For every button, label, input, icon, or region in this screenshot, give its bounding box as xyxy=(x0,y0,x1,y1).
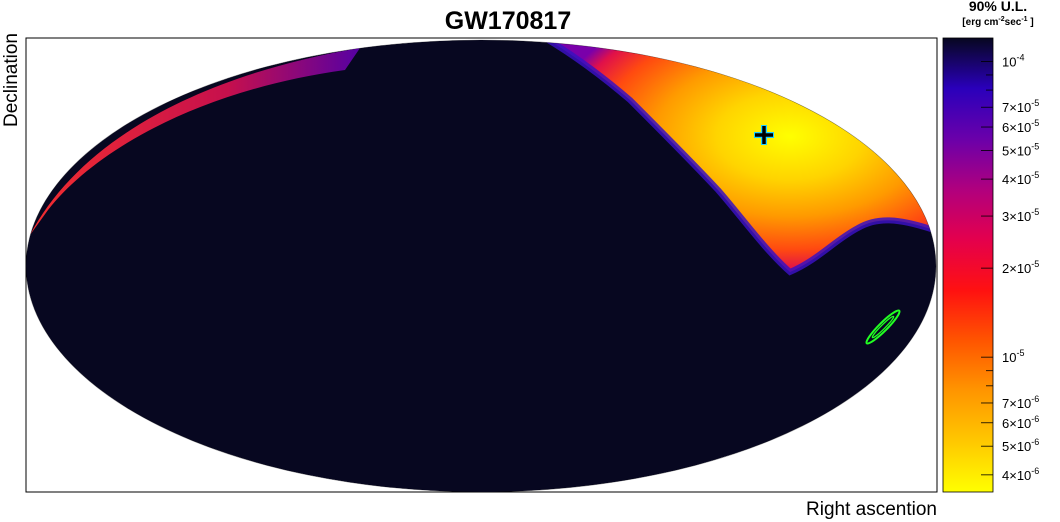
colorbar: 90% U.L. [erg cm-2sec-1 ] 10-4 7×10-5 6×10… xyxy=(942,0,1039,493)
colorbar-unit-mid: sec xyxy=(1005,17,1022,28)
colorbar-unit-text: [erg cm xyxy=(962,17,998,28)
source-position-cross xyxy=(754,125,774,145)
colorbar-ticks: 10-4 7×10-5 6×10-5 5×10-5 4×10-5 3×10-5 2×10-5… xyxy=(981,52,1039,483)
rim-band-upper-left xyxy=(30,48,360,235)
colorbar-tick-label: 6×10-5 xyxy=(1002,118,1039,135)
gw-localization-contour xyxy=(865,309,901,345)
colorbar-unit-exp2: -1 xyxy=(1021,16,1027,23)
colorbar-tick-label: 7×10-6 xyxy=(1002,394,1039,411)
colorbar-gradient xyxy=(942,37,994,493)
colorbar-tick-label: 7×10-5 xyxy=(1002,98,1039,115)
colorbar-tick-label: 5×10-6 xyxy=(1002,437,1039,454)
colorbar-unit: [erg cm-2sec-1 ] xyxy=(962,16,1033,28)
colorbar-tick-label: 4×10-5 xyxy=(1002,170,1039,187)
hot-region-edge xyxy=(543,40,936,276)
y-axis-label: Declination xyxy=(1,33,22,127)
colorbar-unit-end: ] xyxy=(1028,17,1034,28)
sky-map-outline xyxy=(25,39,937,493)
colorbar-tick-label: 2×10-5 xyxy=(1002,259,1039,276)
colorbar-tick-label: 5×10-5 xyxy=(1002,141,1039,158)
colorbar-tick-label: 10-5 xyxy=(1002,348,1024,365)
colorbar-tick-label: 4×10-6 xyxy=(1002,466,1039,483)
colorbar-tick-label: 3×10-5 xyxy=(1002,207,1039,224)
colorbar-tick-label: 6×10-6 xyxy=(1002,414,1039,431)
colorbar-unit-exp1: -2 xyxy=(998,16,1004,23)
chart-title: GW170817 xyxy=(445,7,571,35)
colorbar-tick-label: 10-4 xyxy=(1002,52,1024,69)
x-axis-label: Right ascention xyxy=(806,499,937,520)
colorbar-title: 90% U.L. xyxy=(969,0,1027,14)
